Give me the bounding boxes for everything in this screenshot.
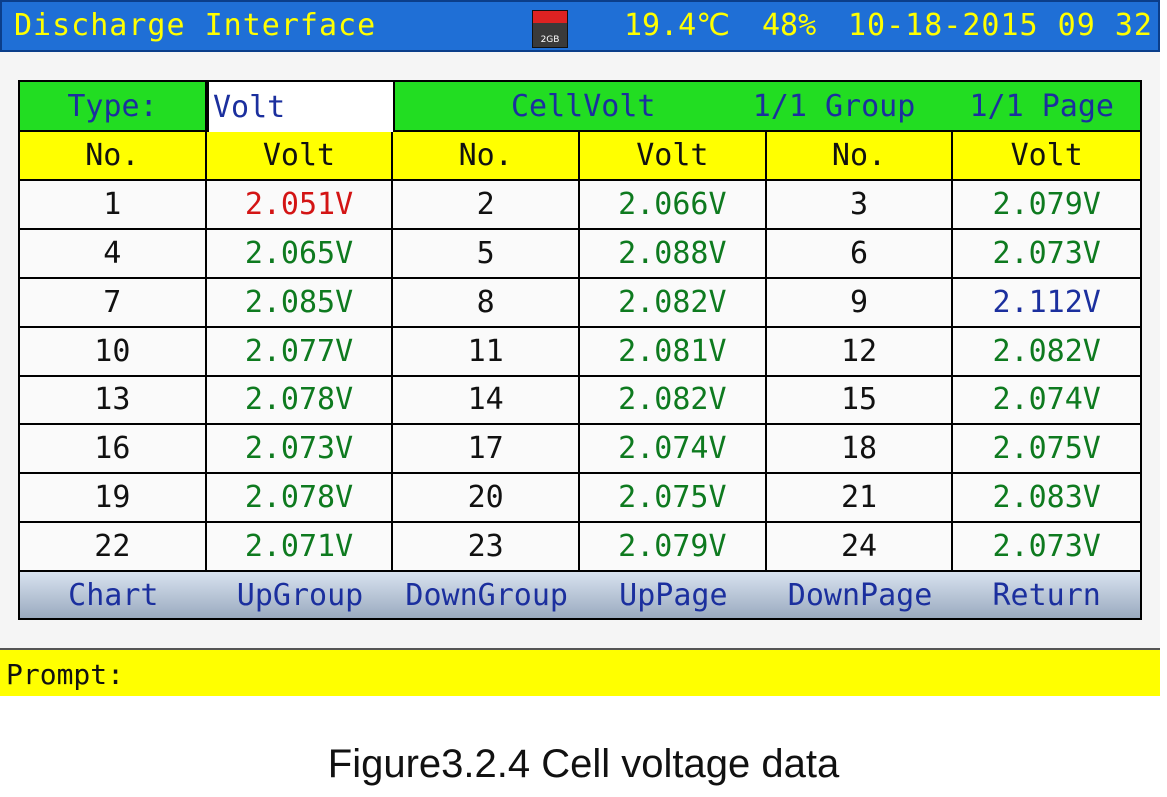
- cell-voltage: 2.085V: [206, 278, 394, 328]
- cell-number: 3: [766, 181, 954, 230]
- cell-number: 9: [766, 278, 954, 328]
- sd-card-capacity: 2GB: [540, 35, 560, 45]
- cell-number: 8: [393, 278, 581, 328]
- cell-number: 4: [20, 229, 207, 279]
- cell-number: 16: [20, 425, 207, 475]
- cell-voltage: 2.081V: [580, 327, 767, 377]
- column-header-no: No.: [766, 132, 954, 181]
- sd-card-label-stripe: [533, 11, 567, 23]
- cell-number: 15: [766, 376, 954, 426]
- down-page-button[interactable]: DownPage: [787, 577, 933, 613]
- table-row: 10 2.077V 11 2.081V 12 2.082V: [20, 327, 1141, 377]
- type-info: CellVolt 1/1 Group 1/1 Page: [395, 82, 1140, 132]
- cell-voltage: 2.065V: [206, 229, 394, 279]
- cell-voltage: 2.071V: [206, 523, 394, 572]
- type-select[interactable]: Volt: [207, 82, 395, 132]
- cell-voltage: 2.075V: [953, 425, 1141, 475]
- temperature-readout: 19.4℃: [624, 8, 730, 43]
- title-bar: Discharge Interface 2GB 19.4℃ 48% 10-18-…: [0, 0, 1160, 52]
- cell-number: 18: [766, 425, 954, 475]
- column-header-no: No.: [20, 132, 207, 181]
- cell-number: 13: [20, 376, 207, 426]
- table-row: 4 2.065V 5 2.088V 6 2.073V: [20, 229, 1141, 279]
- header-row: No. Volt No. Volt No. Volt: [20, 132, 1141, 181]
- cell-voltage: 2.075V: [580, 474, 767, 524]
- cell-number: 17: [393, 425, 581, 475]
- humidity-readout: 48%: [762, 8, 817, 43]
- prompt-label: Prompt:: [6, 658, 125, 691]
- cell-voltage: 2.088V: [580, 229, 767, 279]
- cell-voltage: 2.112V: [953, 279, 1141, 328]
- cell-number: 1: [20, 181, 207, 230]
- cell-voltage: 2.066V: [580, 181, 767, 230]
- cell-number: 5: [393, 229, 581, 279]
- table-row: 7 2.085V 8 2.082V 9 2.112V: [20, 278, 1141, 328]
- column-header-volt: Volt: [953, 132, 1141, 181]
- cell-number: 7: [20, 278, 207, 328]
- return-button[interactable]: Return: [992, 577, 1101, 613]
- table-row: 16 2.073V 17 2.074V 18 2.075V: [20, 425, 1141, 475]
- cell-voltage: 2.074V: [580, 425, 767, 475]
- cell-number: 10: [20, 327, 207, 377]
- table-row: 1 2.051V 2 2.066V 3 2.079V: [20, 181, 1141, 230]
- cell-voltage: 2.079V: [953, 181, 1141, 230]
- prompt-bar: Prompt:: [0, 648, 1160, 696]
- cell-voltage-table: Type: Volt CellVolt 1/1 Group 1/1 Page N…: [18, 80, 1142, 620]
- cell-voltage: 2.077V: [206, 327, 394, 377]
- button-bar: Chart UpGroup DownGroup UpPage DownPage …: [20, 572, 1140, 618]
- cell-number: 6: [766, 229, 954, 279]
- cell-number: 14: [393, 376, 581, 426]
- group-pager: 1/1 Group 1/1 Page: [753, 89, 1114, 124]
- column-header-no: No.: [393, 132, 581, 181]
- column-header-volt: Volt: [580, 132, 767, 181]
- cell-number: 11: [393, 327, 581, 377]
- cell-number: 20: [393, 474, 581, 524]
- type-label: Type:: [20, 82, 207, 132]
- cell-voltage: 2.079V: [580, 523, 767, 572]
- cell-voltage: 2.083V: [953, 474, 1141, 524]
- cell-number: 24: [766, 523, 954, 572]
- table-row: 19 2.078V 20 2.075V 21 2.083V: [20, 474, 1141, 524]
- cell-voltage: 2.082V: [953, 328, 1141, 377]
- table-row: 22 2.071V 23 2.079V 24 2.073V: [20, 523, 1141, 572]
- cell-voltage: 2.082V: [580, 278, 767, 328]
- type-row: Type: Volt CellVolt 1/1 Group 1/1 Page: [20, 82, 1140, 132]
- cell-number: 12: [766, 327, 954, 377]
- chart-button[interactable]: Chart: [68, 577, 159, 613]
- column-header-volt: Volt: [206, 132, 394, 181]
- cell-voltage: 2.082V: [580, 376, 767, 426]
- up-page-button[interactable]: UpPage: [619, 577, 728, 613]
- cell-voltage: 2.073V: [953, 523, 1141, 572]
- cell-voltage: 2.074V: [953, 377, 1141, 426]
- cell-number: 23: [393, 523, 581, 572]
- cell-number: 2: [393, 181, 581, 230]
- sd-card-icon: 2GB: [532, 10, 568, 48]
- mode-label: CellVolt: [511, 88, 656, 124]
- cell-voltage: 2.073V: [953, 230, 1141, 279]
- cell-number: 19: [20, 474, 207, 524]
- cell-number: 22: [20, 523, 207, 572]
- page-indicator: 1/1 Page: [969, 88, 1115, 124]
- datetime-readout: 10-18-2015 09 32: [848, 8, 1153, 43]
- cell-voltage: 2.078V: [206, 474, 394, 524]
- cell-voltage: 2.078V: [206, 376, 394, 426]
- window-title: Discharge Interface: [14, 8, 377, 43]
- table-row: 13 2.078V 14 2.082V 15 2.074V: [20, 376, 1141, 426]
- up-group-button[interactable]: UpGroup: [236, 577, 364, 613]
- group-indicator: 1/1 Group: [752, 88, 916, 124]
- figure-caption: Figure3.2.4 Cell voltage data: [327, 742, 840, 786]
- cell-voltage: 2.073V: [206, 425, 394, 475]
- cell-number: 21: [766, 474, 954, 524]
- cell-voltage: 2.051V: [206, 181, 394, 230]
- down-group-button[interactable]: DownGroup: [405, 577, 568, 613]
